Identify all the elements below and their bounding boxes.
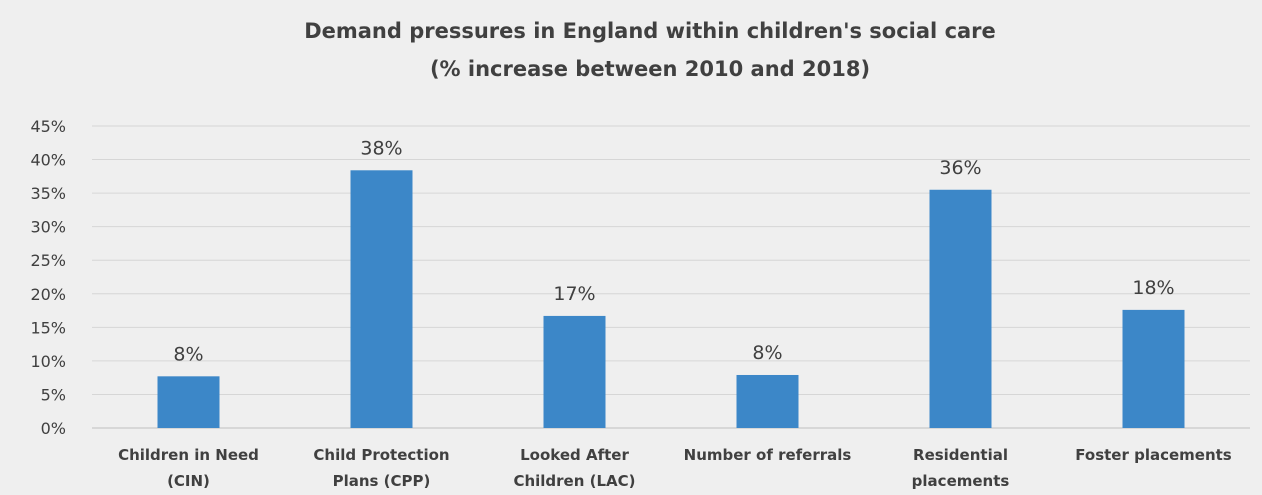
data-label: 17%	[553, 283, 595, 305]
y-tick-label: 30%	[30, 218, 66, 237]
bar	[543, 315, 606, 428]
data-label: 18%	[1132, 277, 1174, 299]
bar	[736, 374, 799, 428]
chart-subtitle: (% increase between 2010 and 2018)	[430, 57, 870, 81]
y-tick-label: 25%	[30, 251, 66, 270]
data-label: 8%	[173, 343, 203, 365]
y-tick-label: 0%	[41, 419, 66, 438]
x-category-label: Foster placements	[1075, 446, 1232, 464]
chart-title: Demand pressures in England within child…	[304, 19, 996, 43]
y-tick-label: 20%	[30, 285, 66, 304]
x-category-label: Number of referrals	[684, 446, 852, 464]
gridlines	[92, 125, 1250, 429]
x-category-label: Children in Need	[118, 446, 259, 464]
x-category-label: Child Protection	[313, 446, 449, 464]
bars	[157, 170, 1185, 428]
x-category-label: Looked After	[520, 446, 629, 464]
x-category-label: placements	[912, 472, 1010, 490]
bar	[1122, 309, 1185, 428]
y-axis-ticks: 0% 5% 10% 15% 20% 25% 30% 35% 40% 45%	[30, 117, 66, 438]
y-tick-label: 10%	[30, 352, 66, 371]
bar	[929, 189, 992, 428]
bar	[350, 170, 413, 428]
y-tick-label: 35%	[30, 184, 66, 203]
x-category-label: Residential	[913, 446, 1008, 464]
x-category-label: Children (LAC)	[513, 472, 635, 490]
data-label: 36%	[939, 157, 981, 179]
x-category-label: (CIN)	[167, 472, 210, 490]
bar	[157, 376, 220, 428]
data-label: 8%	[752, 342, 782, 364]
y-tick-label: 5%	[41, 385, 66, 404]
y-tick-label: 40%	[30, 151, 66, 170]
data-label: 38%	[360, 137, 402, 159]
data-labels: 8% 38% 17% 8% 36% 18%	[173, 137, 1174, 365]
x-category-label: Plans (CPP)	[333, 472, 431, 490]
y-tick-label: 15%	[30, 318, 66, 337]
x-axis-categories: Children in Need (CIN) Child Protection Pla…	[118, 446, 1232, 490]
y-tick-label: 45%	[30, 117, 66, 136]
